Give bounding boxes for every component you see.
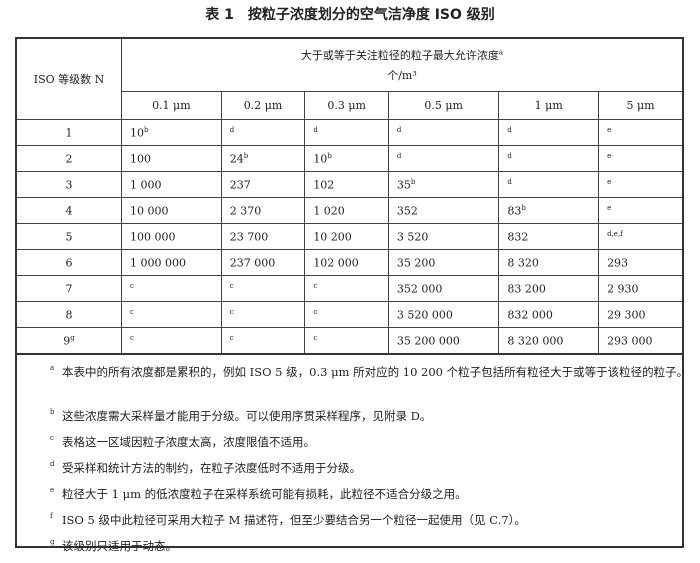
iso-class-table: ISO 等级数 N 大于或等于关注粒径的粒子最大允许浓度a 个/m³ 0.1 μm… <box>15 37 684 355</box>
concentration-cell: 832 <box>498 223 600 250</box>
concentration-cell: c <box>121 275 222 302</box>
unit: 个/m³ <box>387 69 417 82</box>
concentration-cell: e <box>598 197 684 224</box>
concentration-cell: c <box>121 327 222 355</box>
iso-class: 9g <box>15 327 122 355</box>
column-header: 0.2 μm <box>220 91 306 120</box>
footnote: g 该级别只适用于动态。 <box>50 538 177 553</box>
footnote: a 本表中的所有浓度都是累积的，例如 ISO 5 级，0.3 μm 所对应的 10… <box>50 364 689 379</box>
concentration-cell: c <box>304 327 389 355</box>
iso-class: 7 <box>15 275 122 302</box>
table-row: 9g c c c 35 200 000 8 320 000 293 000 <box>15 327 684 355</box>
concentration-cell: d <box>220 119 306 146</box>
table-row: 2 100 24b 10b d d e <box>15 145 684 172</box>
concentration-cell: 10 200 <box>304 223 389 250</box>
footnote: d 受采样和统计方法的制约，在粒子浓度低时不适用于分级。 <box>50 460 361 475</box>
concentration-cell: d <box>387 119 500 146</box>
concentration-cell: d <box>498 145 600 172</box>
concentration-cell: 29 300 <box>598 301 684 328</box>
concentration-cell: d <box>304 119 389 146</box>
concentration-cell: 102 <box>304 171 389 198</box>
concentration-cell: d <box>498 171 600 198</box>
row-header: ISO 等级数 N <box>15 37 122 120</box>
concentration-cell: 83b <box>498 197 600 224</box>
iso-class: 5 <box>15 223 122 250</box>
concentration-cell: 3 520 000 <box>387 301 500 328</box>
column-header: 0.3 μm <box>304 91 389 120</box>
concentration-cell: 102 000 <box>304 249 389 276</box>
concentration-cell: e <box>598 119 684 146</box>
concentration-cell: 100 000 <box>121 223 222 250</box>
concentration-cell: 237 <box>220 171 306 198</box>
concentration-cell: 1 000 000 <box>121 249 222 276</box>
concentration-cell: c <box>304 275 389 302</box>
table-row: 7 c c c 352 000 83 200 2 930 <box>15 275 684 302</box>
concentration-cell: 83 200 <box>498 275 600 302</box>
concentration-cell: d,e,f <box>598 223 684 250</box>
concentration-cell: 237 000 <box>220 249 306 276</box>
concentration-cell: 8 320 000 <box>498 327 600 355</box>
column-header: 0.1 μm <box>121 91 222 120</box>
concentration-cell: 24b <box>220 145 306 172</box>
iso-class: 3 <box>15 171 122 198</box>
concentration-cell: 10b <box>121 119 222 146</box>
concentration-cell: 2 370 <box>220 197 306 224</box>
iso-class: 8 <box>15 301 122 328</box>
group-header: 大于或等于关注粒径的粒子最大允许浓度a 个/m³ <box>121 37 684 92</box>
concentration-cell: e <box>598 171 684 198</box>
footnote: c 表格这一区域因粒子浓度太高，浓度限值不适用。 <box>50 434 315 449</box>
concentration-cell: 35 200 <box>387 249 500 276</box>
concentration-cell: 3 520 <box>387 223 500 250</box>
concentration-cell: c <box>304 301 389 328</box>
footnote: b 这些浓度需大采样量才能用于分级。可以使用序贯采样程序，见附录 D。 <box>50 408 432 423</box>
concentration-cell: 352 <box>387 197 500 224</box>
concentration-cell: 352 000 <box>387 275 500 302</box>
footnotes: a 本表中的所有浓度都是累积的，例如 ISO 5 级，0.3 μm 所对应的 10… <box>15 349 688 553</box>
concentration-cell: 1 000 <box>121 171 222 198</box>
footnote: f ISO 5 级中此粒径可采用大粒子 M 描述符，但至少要结合另一个粒径一起使用… <box>50 512 526 527</box>
column-header: 1 μm <box>498 91 600 120</box>
concentration-cell: d <box>498 119 600 146</box>
concentration-cell: 35b <box>387 171 500 198</box>
concentration-cell: c <box>220 275 306 302</box>
concentration-cell: 2 930 <box>598 275 684 302</box>
concentration-cell: 1 020 <box>304 197 389 224</box>
iso-class: 2 <box>15 145 122 172</box>
concentration-cell: c <box>121 301 222 328</box>
concentration-cell: e <box>598 145 684 172</box>
concentration-cell: 10 000 <box>121 197 222 224</box>
concentration-cell: 10b <box>304 145 389 172</box>
concentration-cell: 23 700 <box>220 223 306 250</box>
concentration-cell: c <box>220 301 306 328</box>
concentration-cell: d <box>387 145 500 172</box>
column-header: 0.5 μm <box>387 91 500 120</box>
footnote: e 粒径大于 1 μm 的低浓度粒子在采样系统可能有损耗，此粒径不适合分级之用。 <box>50 486 467 501</box>
concentration-cell: 832 000 <box>498 301 600 328</box>
iso-class: 4 <box>15 197 122 224</box>
concentration-cell: 293 <box>598 249 684 276</box>
table-row: 1 10b d d d d e <box>15 119 684 146</box>
table-title: 表 1 按粒子浓度划分的空气洁净度 ISO 级别 <box>205 7 495 23</box>
concentration-cell: 8 320 <box>498 249 600 276</box>
table-row: 5 100 000 23 700 10 200 3 520 832 d,e,f <box>15 223 684 250</box>
iso-class: 6 <box>15 249 122 276</box>
iso-class: 1 <box>15 119 122 146</box>
column-header: 5 μm <box>598 91 684 120</box>
concentration-cell: 293 000 <box>598 327 684 355</box>
table-row: 4 10 000 2 370 1 020 352 83b e <box>15 197 684 224</box>
concentration-cell: 100 <box>121 145 222 172</box>
concentration-cell: 35 200 000 <box>387 327 500 355</box>
